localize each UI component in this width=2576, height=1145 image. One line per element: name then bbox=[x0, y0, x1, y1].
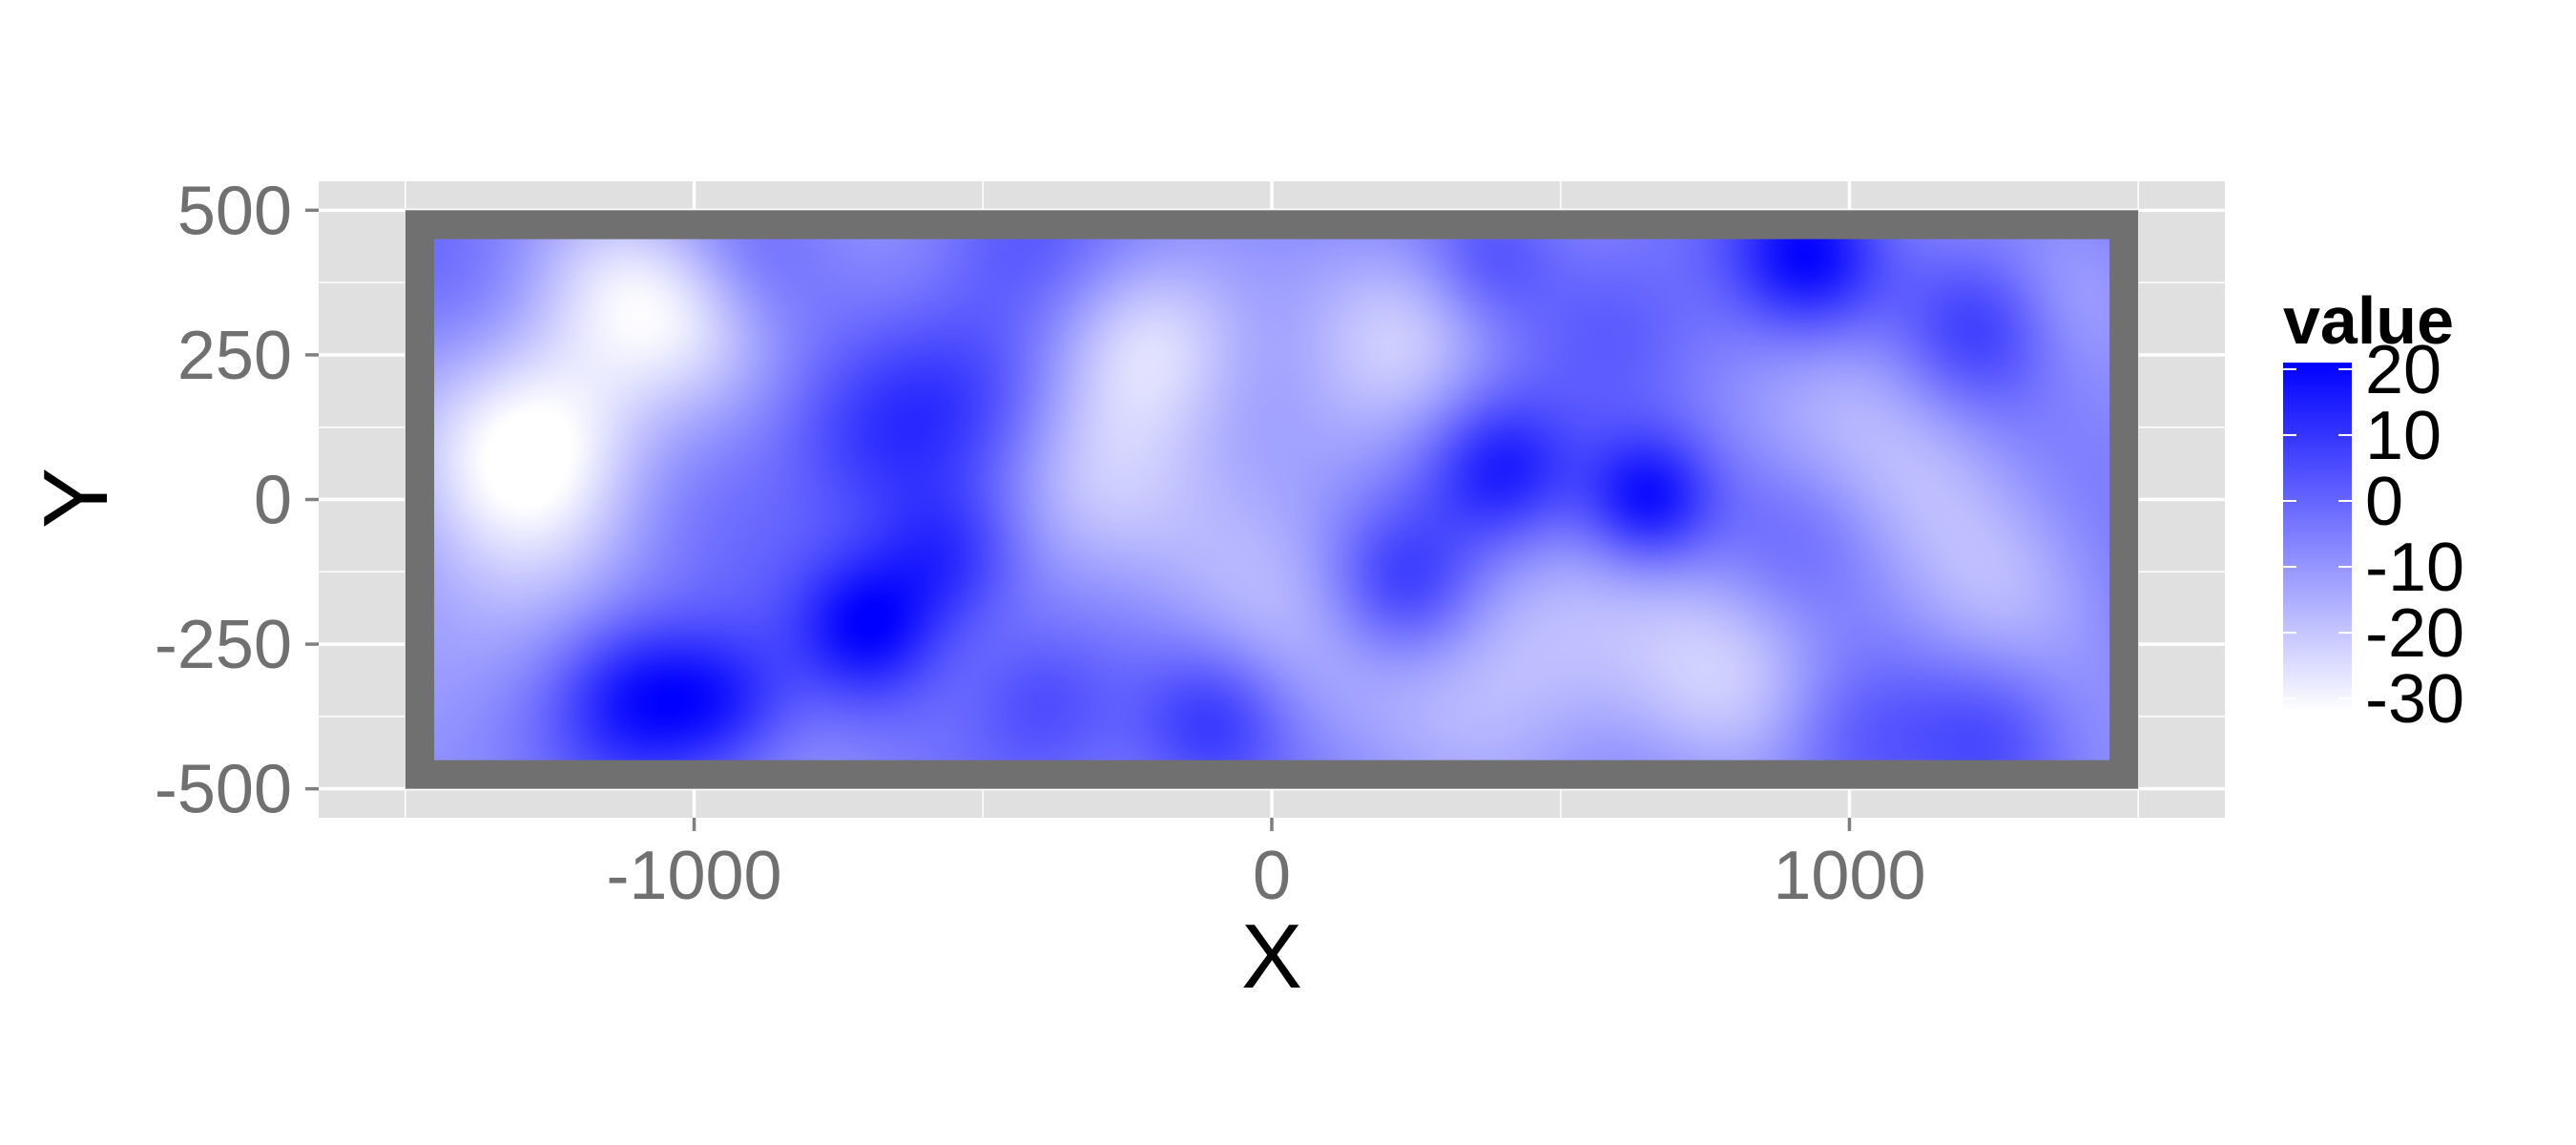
legend-tick-label: -30 bbox=[2365, 661, 2464, 738]
x-tick-label: 0 bbox=[1253, 838, 1291, 914]
x-tick-label: -1000 bbox=[606, 838, 781, 914]
plot-panel bbox=[319, 181, 2225, 818]
legend-tick-label: -20 bbox=[2365, 595, 2464, 672]
legend-colorbar bbox=[2283, 363, 2352, 712]
heatmap-raster bbox=[434, 239, 2110, 760]
y-tick-label: -500 bbox=[155, 752, 292, 828]
legend-tick-label: -10 bbox=[2365, 530, 2464, 606]
legend-tick-label: 0 bbox=[2365, 464, 2403, 540]
y-tick-label: -250 bbox=[155, 607, 292, 683]
legend-gradient bbox=[2283, 363, 2352, 712]
legend-tick-label: 10 bbox=[2365, 398, 2441, 474]
y-tick-label: 250 bbox=[177, 318, 292, 394]
axes: -1000 0 1000 500 250 0 -250 -500 bbox=[155, 173, 1926, 914]
legend-title: value bbox=[2283, 283, 2454, 358]
x-tick-label: 1000 bbox=[1773, 838, 1925, 914]
x-axis-title: X bbox=[1241, 906, 1302, 1008]
legend-tick-label: 20 bbox=[2365, 332, 2441, 408]
y-axis-title: Y bbox=[25, 468, 127, 529]
y-tick-label: 500 bbox=[177, 173, 292, 249]
y-tick-label: 0 bbox=[254, 463, 292, 539]
